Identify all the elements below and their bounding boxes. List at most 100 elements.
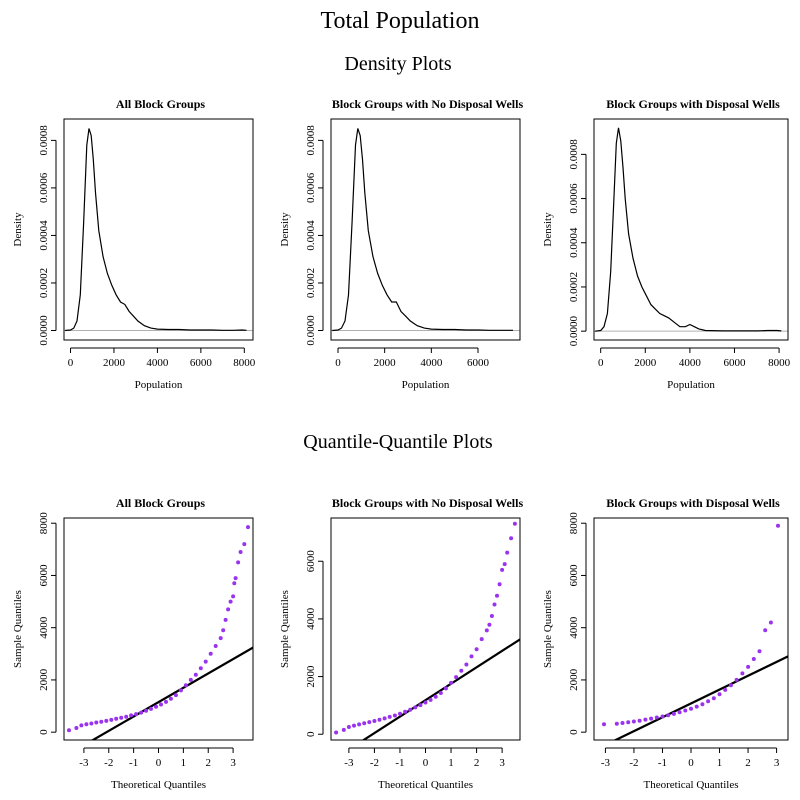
qq-point [387,714,392,719]
panel-title: All Block Groups [116,496,205,510]
x-axis-label: Population [667,379,715,391]
qq-point [649,716,654,721]
y-tick-label: 0 [568,729,580,735]
x-tick-label: 0 [335,357,341,369]
qq-point [119,715,124,720]
chart-panel-1: 0 2000 4000 6000 8000 0.0000 0.0002 0.0004 0.000… [12,97,256,391]
qq-point [689,706,693,711]
plot-frame [593,517,789,741]
qq-point [233,576,238,581]
y-tick-label: 0.0008 [38,125,50,156]
x-tick-label: 0 [423,757,429,769]
qq-point [666,713,671,718]
qq-point [746,664,751,669]
chart-panel-6: -3 -2 -1 0 1 2 3 0 2000 4000 6000 8000 Block Groups … [542,496,789,791]
y-tick-label: 2000 [305,665,317,688]
qq-point [723,687,728,692]
y-tick-label: 4000 [568,616,580,639]
qq-point [341,727,346,732]
x-axis-label: Theoretical Quantiles [111,779,206,791]
panel-title: All Block Groups [116,97,205,111]
qq-point [717,692,722,697]
qq-point [711,696,716,701]
qq-point [154,704,158,709]
x-tick-label: 2 [745,757,751,769]
qq-point [768,620,773,625]
qq-point [474,647,479,652]
qq-point [631,719,636,724]
qq-point [694,704,699,709]
panels-container: 0 2000 4000 6000 80000.00000.00020.00040.000… [12,97,791,791]
plot-frame [330,118,521,341]
x-tick-label: 3 [230,757,236,769]
qq-point [602,722,606,727]
y-tick-label: 8000 [38,512,50,535]
plot-area [334,521,520,740]
x-tick-label: -3 [344,757,354,769]
x-tick-label: 0 [688,757,694,769]
x-axis-label: Theoretical Quantiles [644,779,739,791]
qq-point [198,666,203,671]
qq-point [408,707,413,712]
qq-point [484,628,489,633]
x-tick-label: 8000 [768,357,791,369]
qq-point [428,697,433,702]
qq-point [489,614,494,618]
x-tick-label: -1 [395,757,404,769]
qq-point [509,536,514,541]
y-tick-label: 0.0008 [568,139,580,170]
qq-point [188,677,193,682]
qq-point [129,713,134,718]
qq-point [367,720,372,725]
density-curve [65,128,247,332]
qq-point [144,708,149,713]
qq-point [213,644,218,648]
y-tick-label: 0 [38,729,50,735]
qq-point [139,710,144,715]
qq-point [134,712,139,717]
panel-title: Block Groups with No Disposal Wells [332,496,524,510]
qq-point [193,672,198,677]
qq-point [159,702,163,707]
qq-point [352,723,356,728]
plot-area [602,523,788,740]
y-tick-label: 0.0006 [38,172,50,203]
qq-point [757,649,762,654]
qq-point [223,617,228,622]
qq-point [99,719,104,724]
density-curve [332,128,513,332]
x-tick-label: 4000 [146,357,169,369]
y-axis-label: Density [279,212,291,247]
x-tick-label: 6000 [467,357,490,369]
qq-point [492,602,497,607]
qq-point [203,659,208,664]
x-tick-label: 1 [181,757,187,769]
qq-point [173,693,178,698]
x-tick-label: -1 [129,757,138,769]
qq-point [751,657,756,661]
qq-point [418,703,423,708]
qq-point [218,636,223,641]
qq-point [346,725,351,729]
chart-panel-3: 0 2000 4000 6000 8000 0.0000 0.0002 0.0004 0.000… [542,97,791,391]
plot-area [64,128,253,332]
x-tick-label: 4000 [679,357,702,369]
y-tick-label: 6000 [38,564,50,587]
plot-frame [63,118,254,341]
density-section-heading: Density Plots [344,53,451,75]
y-tick-label: 0.0004 [305,220,317,251]
qq-point [660,714,665,719]
y-tick-label: 6000 [305,550,317,573]
qq-point [168,696,173,701]
x-tick-label: 8000 [233,357,256,369]
qq-point [67,728,71,733]
qq-point [114,716,119,721]
qq-point [357,722,362,727]
x-tick-label: 1 [448,757,454,769]
qq-point [104,718,109,723]
plot-frame [63,517,254,741]
x-tick-label: 1 [717,757,723,769]
panel-title: Block Groups with Disposal Wells [606,496,780,510]
y-tick-label: 0.0004 [38,220,50,251]
qq-point [443,686,448,691]
